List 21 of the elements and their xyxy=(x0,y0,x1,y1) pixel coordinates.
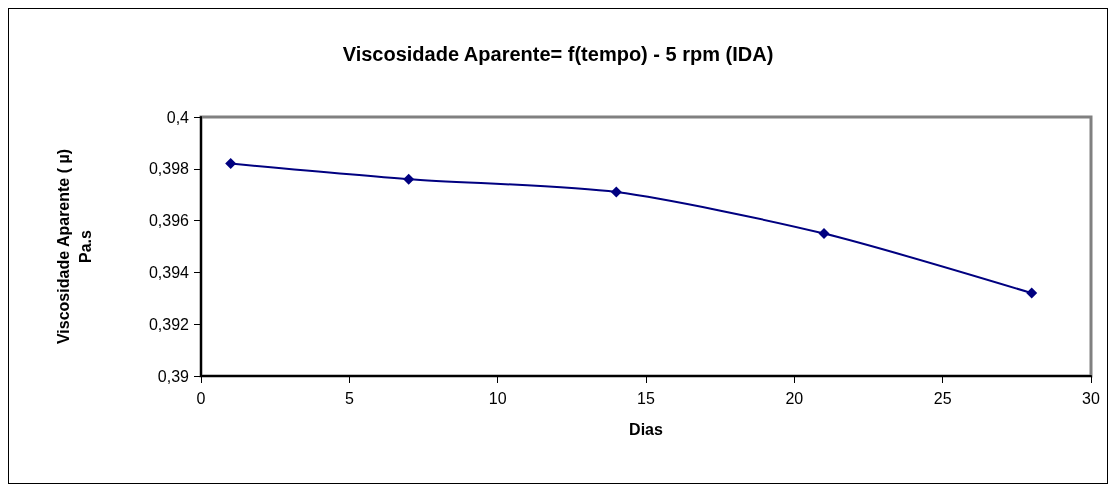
x-tick-label: 10 xyxy=(488,389,507,407)
y-tick-label: 0,394 xyxy=(148,263,190,281)
x-tick-label: 20 xyxy=(785,389,804,407)
x-tick-label: 30 xyxy=(1082,389,1100,407)
x-tick-label: 25 xyxy=(933,389,952,407)
x-tick-label: 15 xyxy=(637,389,655,407)
point xyxy=(403,173,415,185)
y-tick-label: 0,396 xyxy=(148,212,190,230)
point xyxy=(610,186,622,198)
chart-title: Viscosidade Aparente= f(tempo) - 5 rpm (IDA) xyxy=(342,43,774,65)
y-tick-label: 0,4 xyxy=(166,108,190,126)
point xyxy=(818,228,830,240)
point xyxy=(1026,287,1038,299)
y-tick-label: 0,392 xyxy=(148,315,190,333)
x-tick-label: 5 xyxy=(344,389,354,407)
y-axis-title: Viscosidade Aparente ( µ) Pa.s xyxy=(54,148,94,345)
y-tick-label: 0,398 xyxy=(148,160,190,178)
x-tick-label: 0 xyxy=(196,389,206,407)
point xyxy=(225,158,237,170)
y-tick-label: 0,39 xyxy=(157,367,190,385)
x-axis-title: Dias xyxy=(629,420,663,438)
